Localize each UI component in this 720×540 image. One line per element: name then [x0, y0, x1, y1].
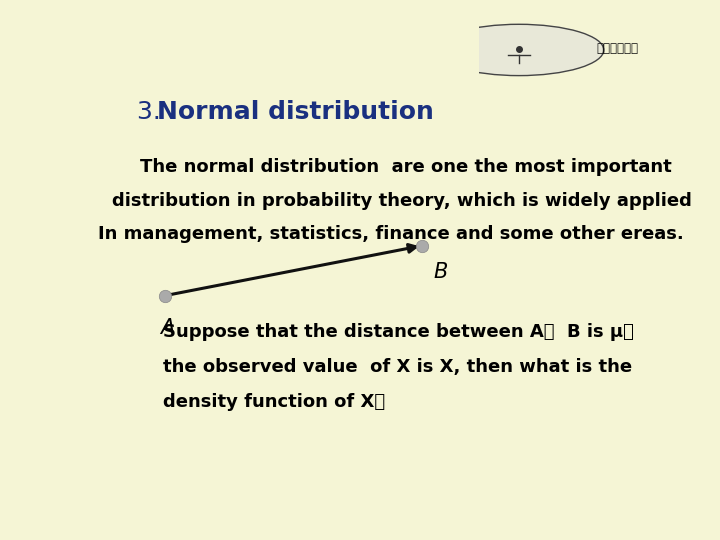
Text: Normal distribution: Normal distribution — [157, 100, 434, 124]
Circle shape — [434, 24, 604, 76]
Text: the observed value  of X is X, then what is the: the observed value of X is X, then what … — [163, 358, 631, 376]
Text: density function of X？: density function of X？ — [163, 393, 384, 411]
Text: In management, statistics, finance and some other ereas.: In management, statistics, finance and s… — [99, 225, 684, 243]
Text: A: A — [160, 319, 174, 339]
Text: distribution in probability theory, which is widely applied: distribution in probability theory, whic… — [112, 192, 692, 210]
Text: The normal distribution  are one the most important: The normal distribution are one the most… — [140, 158, 672, 177]
Text: Suppose that the distance between A，  B is μ，: Suppose that the distance between A， B i… — [163, 322, 634, 341]
Point — [160, 291, 171, 300]
Text: 3.: 3. — [138, 100, 169, 124]
Text: B: B — [433, 262, 448, 282]
Point — [416, 241, 428, 250]
Text: 安徽师范大学: 安徽师范大学 — [596, 42, 638, 55]
